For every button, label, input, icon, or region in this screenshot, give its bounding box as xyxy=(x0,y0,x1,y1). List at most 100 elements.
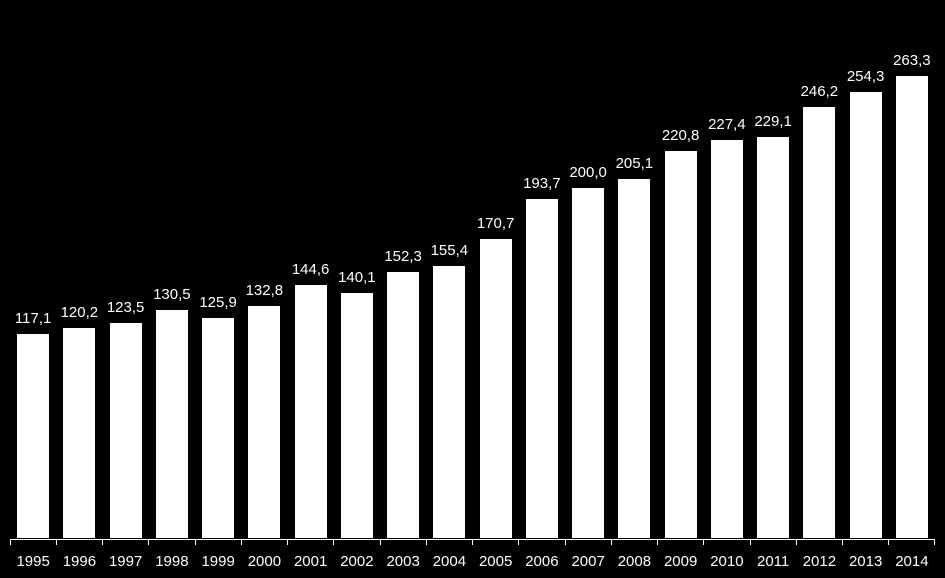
bar-value-label: 117,1 xyxy=(15,310,51,327)
bar-slot: 117,1 xyxy=(10,20,56,539)
bar xyxy=(849,91,883,539)
axis-tick xyxy=(703,539,704,545)
axis-tick xyxy=(426,539,427,545)
bar xyxy=(247,305,281,539)
bar-slot: 227,4 xyxy=(704,20,750,539)
bar-slot: 132,8 xyxy=(241,20,287,539)
bar-slot: 229,1 xyxy=(750,20,796,539)
x-axis-label: 2014 xyxy=(889,553,935,570)
bar-slot: 193,7 xyxy=(519,20,565,539)
bar-slot: 170,7 xyxy=(473,20,519,539)
axis-tick xyxy=(888,539,889,545)
bar xyxy=(155,309,189,539)
bar xyxy=(664,150,698,539)
bar xyxy=(525,198,559,539)
axis-tick xyxy=(565,539,566,545)
bar-value-label: 263,3 xyxy=(893,52,931,69)
axis-tick xyxy=(380,539,381,545)
x-axis-label: 2001 xyxy=(288,553,334,570)
bar xyxy=(340,292,374,539)
x-axis-label: 1998 xyxy=(149,553,195,570)
x-axis-label: 2008 xyxy=(611,553,657,570)
bar-slot: 140,1 xyxy=(334,20,380,539)
bar-value-label: 229,1 xyxy=(754,113,792,130)
axis-tick xyxy=(195,539,196,545)
bar xyxy=(479,238,513,539)
bar-slot: 254,3 xyxy=(843,20,889,539)
bar-value-label: 120,2 xyxy=(61,304,99,321)
bar-value-label: 155,4 xyxy=(431,242,469,259)
axis-tick xyxy=(842,539,843,545)
bar xyxy=(710,139,744,539)
x-axis-label: 2012 xyxy=(796,553,842,570)
x-axis-label: 2006 xyxy=(519,553,565,570)
bar-value-label: 130,5 xyxy=(153,286,191,303)
x-axis-label: 1995 xyxy=(10,553,56,570)
x-axis-label: 2011 xyxy=(750,553,796,570)
bar-value-label: 125,9 xyxy=(199,294,237,311)
bar-value-label: 123,5 xyxy=(107,299,145,316)
bar-slot: 246,2 xyxy=(796,20,842,539)
axis-tick xyxy=(796,539,797,545)
axis-tick xyxy=(148,539,149,545)
bar xyxy=(895,75,929,539)
bar-value-label: 152,3 xyxy=(384,248,422,265)
x-axis-label: 2013 xyxy=(843,553,889,570)
bar-value-label: 144,6 xyxy=(292,261,330,278)
x-axis-label: 2007 xyxy=(565,553,611,570)
bar xyxy=(802,106,836,539)
bar-value-label: 170,7 xyxy=(477,215,515,232)
x-axis-label: 2003 xyxy=(380,553,426,570)
bar-slot: 220,8 xyxy=(658,20,704,539)
axis-tick xyxy=(241,539,242,545)
x-axis-label: 1996 xyxy=(56,553,102,570)
bar xyxy=(571,187,605,539)
bar xyxy=(16,333,50,539)
bar xyxy=(201,317,235,539)
bar xyxy=(294,284,328,539)
axis-tick xyxy=(287,539,288,545)
x-axis-label: 1997 xyxy=(103,553,149,570)
bar-slot: 123,5 xyxy=(103,20,149,539)
axis-tick xyxy=(102,539,103,545)
bar xyxy=(617,178,651,539)
bar xyxy=(386,271,420,539)
bar-slot: 155,4 xyxy=(426,20,472,539)
bar-value-label: 132,8 xyxy=(246,282,284,299)
x-axis-label: 2009 xyxy=(658,553,704,570)
bar-slot: 120,2 xyxy=(56,20,102,539)
axis-tick xyxy=(518,539,519,545)
axis-tick xyxy=(333,539,334,545)
bar-slot: 125,9 xyxy=(195,20,241,539)
x-axis-label: 2000 xyxy=(241,553,287,570)
bar-value-label: 227,4 xyxy=(708,116,746,133)
bar-slot: 200,0 xyxy=(565,20,611,539)
x-axis-label: 2010 xyxy=(704,553,750,570)
bar-value-label: 220,8 xyxy=(662,127,700,144)
bar-slot: 152,3 xyxy=(380,20,426,539)
axis-tick xyxy=(657,539,658,545)
bar-value-label: 140,1 xyxy=(338,269,376,286)
axis-tick xyxy=(611,539,612,545)
bar-value-label: 254,3 xyxy=(847,68,885,85)
x-axis-label: 2002 xyxy=(334,553,380,570)
plot-area: 117,1 120,2 123,5 130,5 125,9 132,8 xyxy=(10,20,935,540)
bar-value-label: 246,2 xyxy=(801,83,839,100)
bar xyxy=(432,265,466,539)
axis-tick xyxy=(934,539,935,545)
bar-slot: 263,3 xyxy=(889,20,935,539)
bar-value-label: 200,0 xyxy=(569,164,607,181)
axis-tick xyxy=(750,539,751,545)
axis-tick xyxy=(472,539,473,545)
bar xyxy=(109,322,143,539)
bar-value-label: 205,1 xyxy=(616,155,654,172)
bar xyxy=(756,136,790,539)
bar xyxy=(62,327,96,539)
x-axis-labels: 1995 1996 1997 1998 1999 2000 2001 2002 … xyxy=(10,553,935,570)
x-axis-label: 2005 xyxy=(473,553,519,570)
bar-chart: 117,1 120,2 123,5 130,5 125,9 132,8 xyxy=(0,0,945,578)
axis-tick xyxy=(10,539,11,545)
axis-tick xyxy=(56,539,57,545)
x-axis-label: 1999 xyxy=(195,553,241,570)
bar-value-label: 193,7 xyxy=(523,175,561,192)
